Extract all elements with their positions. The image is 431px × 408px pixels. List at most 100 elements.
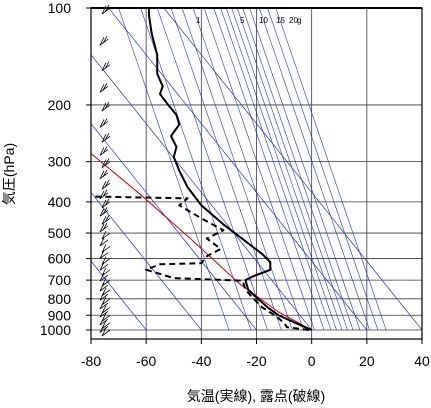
wind-barb-feather (101, 277, 107, 287)
wind-barb-feather (101, 181, 107, 190)
wind-barb-staff (101, 232, 111, 240)
wind-barb-feather (99, 84, 105, 93)
wind-barb (101, 327, 111, 337)
wind-barb-feather (101, 287, 107, 296)
isotherm-line (163, 8, 422, 331)
wind-barb (99, 207, 109, 217)
wind-barb-staff (99, 326, 109, 333)
wind-barb (99, 118, 109, 128)
wind-barb-feather (101, 133, 107, 143)
wind-barb (101, 320, 111, 330)
x-tick-label: -40 (191, 353, 211, 369)
mixing-ratio-line (156, 8, 268, 331)
wind-barb (101, 230, 111, 240)
wind-barb-staff (101, 329, 111, 337)
x-tick-label: -80 (81, 353, 101, 369)
wind-barb-feather (101, 267, 107, 276)
wind-barb-feather (99, 119, 105, 128)
wind-barb-staff (99, 302, 109, 310)
mixing-ratio-labels: 1 5 10 15 20 g (196, 16, 301, 25)
wind-barb-feather (104, 215, 110, 223)
wind-barb (99, 300, 109, 310)
y-tick-label: 200 (48, 97, 72, 113)
wind-barb (101, 158, 111, 168)
mixing-ratio-line (181, 8, 293, 331)
wind-barb-feather (101, 244, 107, 253)
isotherm-line (91, 123, 257, 331)
wind-barb-feather (104, 61, 110, 69)
wind-barb (99, 189, 109, 200)
wind-barb-feather (101, 296, 107, 305)
wind-barb-staff (101, 306, 111, 314)
wind-barb (101, 256, 111, 265)
wind-barb-feather (102, 189, 108, 198)
wind-barb-staff (99, 239, 109, 247)
mixing-ratio-label: 15 (276, 16, 285, 25)
wind-barb-feather (104, 158, 110, 166)
wind-barb-staff (99, 284, 109, 292)
y-axis-title: 気圧(hPa) (1, 143, 17, 205)
wind-barb-feather (99, 170, 105, 180)
wind-barb (101, 179, 111, 190)
wind-barb (99, 36, 109, 46)
x-tick-label: 40 (414, 353, 430, 369)
wind-barb-feather (102, 169, 108, 178)
x-axis-ticks: -80 -60 -40 -20 0 20 40 (81, 339, 430, 369)
mixing-ratio-line (231, 8, 343, 331)
wind-barb (101, 313, 111, 322)
grid-lines (91, 8, 422, 339)
wind-barb (101, 305, 111, 314)
wind-barb-feather (101, 102, 107, 112)
wind-barb-feather (102, 118, 108, 126)
wind-barb-feather (102, 146, 108, 154)
wind-barb-staff (101, 322, 111, 330)
parcel-line (91, 153, 312, 331)
wind-barb (99, 316, 109, 326)
wind-barb-feather (101, 199, 107, 209)
mixing-ratio-line (258, 8, 370, 331)
mixing-ratio-label: 20 (289, 16, 298, 25)
wind-barb-feather (101, 313, 107, 322)
wind-barb-feather (104, 198, 110, 207)
wind-barb (101, 215, 111, 225)
plot-frame-top (91, 7, 422, 9)
wind-barb-feather (101, 62, 107, 71)
wind-barb (99, 282, 109, 292)
mixing-ratio-line (220, 8, 332, 331)
dewpoint-line (91, 195, 310, 331)
isotherm-line (91, 191, 202, 331)
wind-barb (101, 267, 111, 277)
wind-barb (101, 61, 111, 72)
wind-barb-feather (99, 237, 105, 247)
isopleth-lines (91, 8, 422, 331)
wind-barb (99, 309, 109, 318)
y-tick-label: 500 (48, 225, 72, 241)
mixing-ratio-line (242, 8, 354, 331)
mixing-ratio-label: 1 (196, 16, 201, 25)
temperature-line (147, 8, 313, 331)
wind-barb (101, 296, 111, 306)
mixing-ratio-label: g (297, 16, 301, 25)
y-tick-label: 300 (48, 154, 72, 170)
wind-barb (101, 101, 111, 112)
wind-barb-feather (99, 223, 105, 233)
wind-barb-feather (101, 256, 107, 265)
y-tick-label: 700 (48, 272, 72, 288)
wind-barb (99, 83, 109, 93)
wind-barb (99, 169, 109, 180)
isotherm-line (108, 8, 368, 331)
y-tick-label: 600 (48, 251, 72, 267)
wind-barb-feather (101, 320, 107, 330)
wind-barb (101, 198, 111, 209)
y-tick-label: 400 (48, 194, 72, 210)
wind-barb-feather (99, 147, 105, 156)
mixing-ratio-line (236, 8, 348, 331)
mixing-ratio-line (249, 8, 361, 331)
y-tick-label: 800 (48, 291, 72, 307)
wind-barb-staff (99, 252, 109, 259)
wind-barb-staff (101, 246, 111, 253)
wind-barb-staff (99, 263, 109, 271)
wind-barbs (99, 4, 111, 337)
mixing-ratio-line (275, 8, 387, 331)
